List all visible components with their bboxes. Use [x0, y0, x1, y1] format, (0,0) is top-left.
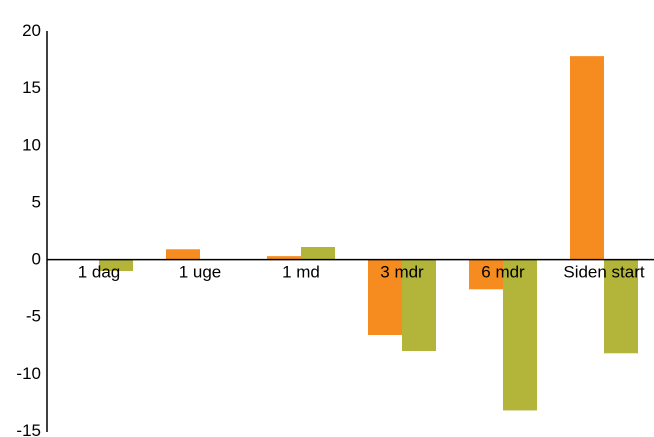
x-category-label: Siden start	[563, 263, 645, 282]
axes-layer	[46, 31, 654, 432]
bar-series2-6-mdr	[503, 259, 537, 411]
bar-series1-1-md	[267, 256, 301, 260]
x-category-label: 1 md	[282, 263, 320, 282]
labels-layer: -15 -10 -5 0 5 10 15 20 1 dag 1 uge 1 md 3 mdr 6 mdr…	[16, 21, 644, 437]
x-category-label: 1 uge	[179, 263, 222, 282]
bar-series1-1-uge	[166, 249, 200, 260]
bar-series1-siden-start	[570, 56, 604, 260]
bar-series2-1-md	[301, 247, 335, 260]
bar-series2-3-mdr	[402, 259, 436, 351]
y-tick-label: -10	[16, 364, 41, 383]
y-tick-label: 15	[22, 78, 41, 97]
x-category-label: 6 mdr	[481, 263, 525, 282]
x-category-label: 1 dag	[78, 263, 121, 282]
bar-series2-siden-start	[604, 259, 638, 354]
y-tick-label: 5	[32, 192, 41, 211]
bar-series1-3-mdr	[368, 259, 402, 335]
bar-series1-6-mdr	[469, 259, 503, 290]
y-tick-label: 20	[22, 21, 41, 40]
y-tick-label: -5	[26, 307, 41, 326]
y-tick-label: 0	[32, 250, 41, 269]
bar-series2-1-dag	[99, 259, 133, 271]
y-tick-label: -15	[16, 421, 41, 437]
y-tick-label: 10	[22, 135, 41, 154]
x-category-label: 3 mdr	[380, 263, 424, 282]
bars-layer	[99, 56, 638, 411]
